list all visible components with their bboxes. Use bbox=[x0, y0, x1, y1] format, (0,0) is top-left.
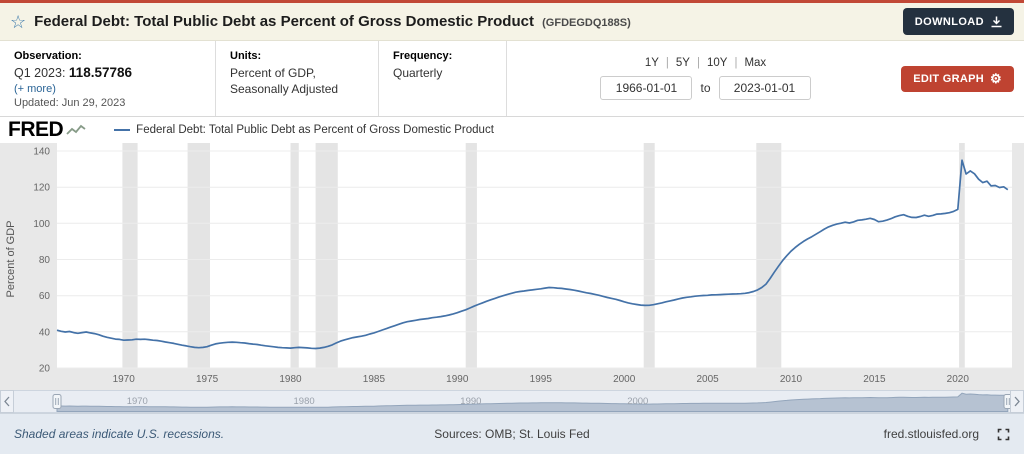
frequency-label: Frequency: bbox=[393, 50, 453, 62]
frequency-value: Quarterly bbox=[393, 66, 443, 80]
series-title: Federal Debt: Total Public Debt as Perce… bbox=[34, 13, 534, 30]
date-to-label: to bbox=[700, 81, 711, 95]
updated-text: Updated: Jun 29, 2023 bbox=[14, 97, 126, 109]
svg-text:40: 40 bbox=[39, 327, 51, 338]
svg-text:1995: 1995 bbox=[530, 374, 553, 385]
range-separator: | bbox=[734, 57, 738, 69]
observation-label: Observation: bbox=[14, 50, 82, 62]
svg-text:1980: 1980 bbox=[294, 396, 315, 407]
svg-text:1980: 1980 bbox=[279, 374, 302, 385]
units-value-line1: Percent of GDP, bbox=[230, 66, 316, 80]
end-date-input[interactable] bbox=[718, 76, 811, 100]
svg-text:140: 140 bbox=[33, 147, 50, 158]
fred-logo-text: FRED bbox=[8, 118, 64, 141]
svg-text:2015: 2015 bbox=[863, 374, 886, 385]
units-value-line2: Seasonally Adjusted bbox=[230, 82, 339, 97]
range-navigator[interactable]: 1970 1980 1990 2000 bbox=[0, 390, 1024, 413]
chart-legend: Federal Debt: Total Public Debt as Perce… bbox=[114, 124, 494, 136]
start-date-input[interactable] bbox=[600, 76, 693, 100]
top-accent-bar bbox=[0, 0, 1024, 3]
units-panel: Units: Percent of GDP, Seasonally Adjust… bbox=[215, 41, 378, 116]
observation-value: Q1 2023: 118.57786 bbox=[14, 65, 132, 80]
observation-panel: Observation: Q1 2023: 118.57786 (+ more)… bbox=[0, 41, 215, 116]
meta-bar: Observation: Q1 2023: 118.57786 (+ more)… bbox=[0, 41, 1024, 117]
footer: Shaded areas indicate U.S. recessions. S… bbox=[0, 413, 1024, 454]
more-observations-link[interactable]: (+ more) bbox=[14, 83, 56, 95]
series-id: (GFDEGDQ188S) bbox=[542, 17, 631, 29]
date-range-controls: to bbox=[600, 76, 811, 100]
site-link[interactable]: fred.stlouisfed.org bbox=[883, 427, 979, 441]
svg-text:80: 80 bbox=[39, 255, 51, 266]
svg-text:2000: 2000 bbox=[627, 396, 648, 407]
svg-text:1985: 1985 bbox=[363, 374, 386, 385]
frequency-panel: Frequency: Quarterly bbox=[378, 41, 506, 116]
fred-logo[interactable]: FRED bbox=[8, 118, 86, 142]
units-label: Units: bbox=[230, 50, 262, 62]
favorite-star-icon[interactable]: ☆ bbox=[10, 11, 27, 32]
fred-logo-sparkline-icon bbox=[66, 124, 86, 135]
svg-text:2005: 2005 bbox=[696, 374, 719, 385]
range-separator: | bbox=[696, 57, 700, 69]
legend-line-swatch bbox=[114, 129, 131, 131]
svg-text:1970: 1970 bbox=[113, 374, 136, 385]
edit-graph-label: EDIT GRAPH bbox=[913, 72, 985, 85]
svg-text:Percent of GDP: Percent of GDP bbox=[5, 220, 17, 297]
svg-text:100: 100 bbox=[33, 219, 50, 230]
svg-text:2020: 2020 bbox=[947, 374, 970, 385]
range-5y-link[interactable]: 5Y bbox=[675, 57, 690, 69]
range-1y-link[interactable]: 1Y bbox=[644, 57, 659, 69]
range-max-link[interactable]: Max bbox=[744, 57, 767, 69]
recession-note: Shaded areas indicate U.S. recessions. bbox=[14, 427, 225, 441]
svg-text:2010: 2010 bbox=[780, 374, 803, 385]
range-10y-link[interactable]: 10Y bbox=[706, 57, 728, 69]
page-header: ☆ Federal Debt: Total Public Debt as Per… bbox=[0, 3, 1024, 41]
svg-text:1975: 1975 bbox=[196, 374, 219, 385]
svg-text:2000: 2000 bbox=[613, 374, 636, 385]
download-label: DOWNLOAD bbox=[914, 15, 984, 28]
footer-right-group: fred.stlouisfed.org bbox=[884, 427, 1010, 441]
main-chart[interactable]: 20 40 60 80 100 120 140 1970 1975 1980 1985 1990 199… bbox=[0, 143, 1024, 390]
svg-text:1970: 1970 bbox=[127, 396, 148, 407]
range-selector: 1Y | 5Y | 10Y | Max bbox=[645, 57, 766, 69]
graph-header-row: FRED Federal Debt: Total Public Debt as … bbox=[0, 117, 1024, 143]
download-icon bbox=[991, 16, 1002, 27]
svg-text:1990: 1990 bbox=[446, 374, 469, 385]
svg-text:1990: 1990 bbox=[460, 396, 481, 407]
observation-number: 118.57786 bbox=[68, 65, 132, 80]
svg-text:60: 60 bbox=[39, 291, 51, 302]
svg-text:120: 120 bbox=[33, 183, 50, 194]
fullscreen-icon[interactable] bbox=[997, 428, 1010, 441]
svg-text:20: 20 bbox=[39, 364, 51, 375]
edit-graph-button[interactable]: EDIT GRAPH ⚙ bbox=[901, 65, 1014, 92]
download-button[interactable]: DOWNLOAD bbox=[902, 8, 1014, 35]
page-title: Federal Debt: Total Public Debt as Perce… bbox=[34, 13, 631, 30]
range-separator: | bbox=[665, 57, 669, 69]
gear-icon: ⚙ bbox=[990, 71, 1002, 86]
range-panel: 1Y | 5Y | 10Y | Max to bbox=[506, 41, 1024, 116]
sources-text: Sources: OMB; St. Louis Fed bbox=[434, 427, 590, 441]
legend-label: Federal Debt: Total Public Debt as Perce… bbox=[136, 124, 494, 136]
